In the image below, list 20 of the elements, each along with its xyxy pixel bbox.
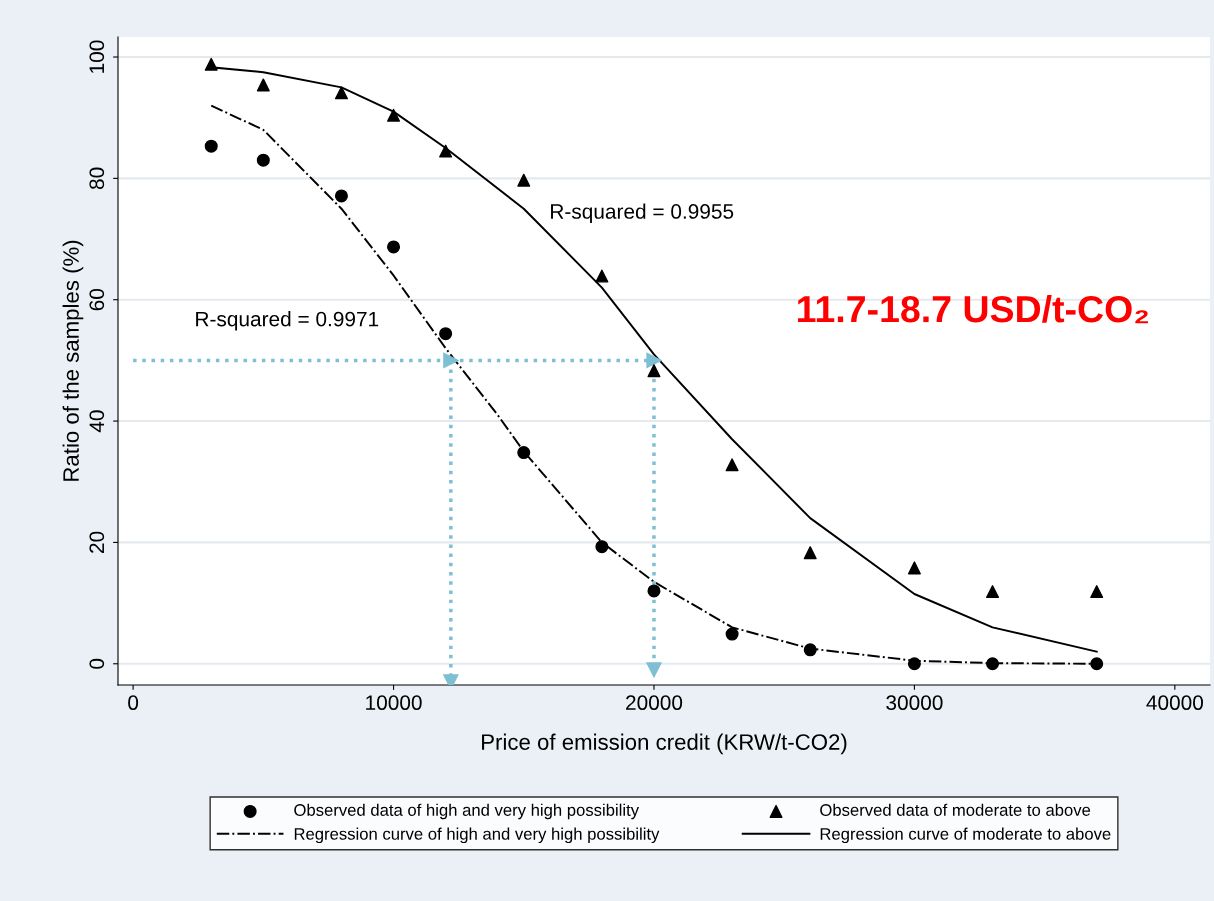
x-axis-title: Price of emission credit (KRW/t-CO2) xyxy=(482,733,847,755)
y-tick-label: 0 xyxy=(89,658,105,669)
legend-label: Regression curve of moderate to above xyxy=(820,827,1111,844)
y-tick-label: 100 xyxy=(89,40,105,73)
x-tick-label: 10000 xyxy=(366,695,422,711)
x-tick-label: 0 xyxy=(128,695,139,711)
y-tick-label: 20 xyxy=(89,531,105,553)
legend-label: Observed data of high and very high possibility xyxy=(294,803,640,820)
legend-label: Observed data of moderate to above xyxy=(820,803,1091,816)
x-tick-label: 30000 xyxy=(886,695,943,711)
y-tick-label: 40 xyxy=(89,410,105,433)
y-tick-label: 80 xyxy=(89,167,105,190)
y-tick-label: 60 xyxy=(89,288,105,311)
legend-label: Regression curve of high and very high possibility xyxy=(294,827,660,844)
x-tick-label: 20000 xyxy=(626,695,683,711)
x-tick-label: 40000 xyxy=(1146,695,1203,711)
annotation: R-squared = 0.9955 xyxy=(551,203,734,223)
y-axis-title: Ratio of the samples (%) xyxy=(62,240,84,481)
annotation: R-squared = 0.9971 xyxy=(196,311,379,331)
annotation: 11.7-18.7 USD/t-CO₂ xyxy=(798,294,1148,324)
